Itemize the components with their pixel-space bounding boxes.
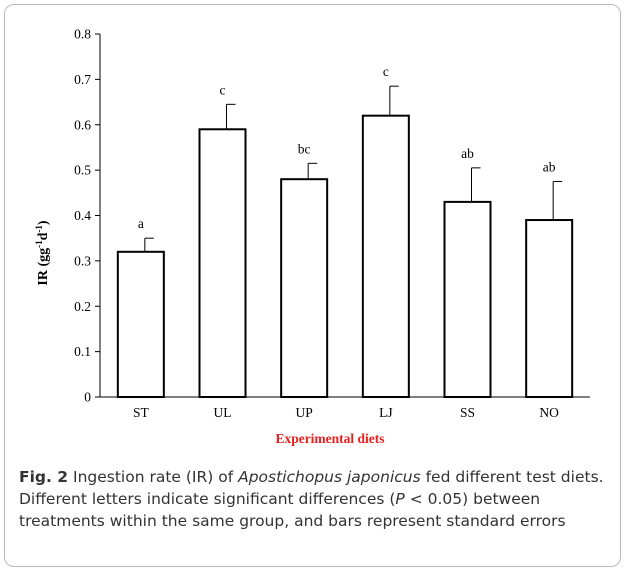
figure-caption: Fig. 2 Ingestion rate (IR) of Apostichop… — [19, 466, 609, 532]
y-axis-ticks: 0 0.1 0.2 0.3 0.4 0.5 0.6 0.7 0.8 — [74, 27, 100, 405]
y-tick-label: 0 — [84, 390, 91, 405]
bars — [116, 114, 574, 399]
significance-letter: ab — [543, 159, 556, 174]
bar-chart: 0 0.1 0.2 0.3 0.4 0.5 0.6 0.7 0.8 a c bc c ab ab ST UL… — [34, 27, 590, 446]
bar — [280, 178, 329, 398]
x-tick-label: UL — [214, 405, 232, 420]
x-tick-label: NO — [539, 405, 559, 420]
significance-letter: a — [138, 216, 144, 231]
y-tick-label: 0.7 — [74, 72, 91, 87]
x-tick-label: UP — [296, 405, 313, 420]
y-tick-label: 0.3 — [74, 253, 91, 268]
y-tick-label: 0.6 — [74, 117, 91, 132]
x-axis-ticks: ST UL UP LJ SS NO — [133, 405, 559, 420]
bar — [361, 114, 410, 399]
y-tick-label: 0.5 — [74, 163, 91, 178]
significance-letter: ab — [461, 146, 474, 161]
y-tick-label: 0.8 — [74, 27, 91, 42]
x-tick-label: ST — [133, 405, 150, 420]
p-value-symbol: P — [395, 490, 405, 508]
significance-letter: c — [220, 82, 226, 97]
caption-text: < 0.05) between treatments within the sa… — [19, 490, 566, 530]
significance-letters: a c bc c ab ab — [138, 64, 556, 231]
bar — [116, 250, 165, 398]
caption-text: fed different test diets. Different lett… — [19, 468, 604, 508]
bar — [525, 219, 574, 398]
y-tick-label: 0.2 — [74, 299, 91, 314]
y-tick-label: 0.4 — [74, 208, 91, 223]
y-tick-label: 0.1 — [74, 344, 91, 359]
error-bars — [144, 85, 563, 252]
y-axis-label: IR (gg-1d-1) — [34, 220, 51, 286]
bar — [443, 200, 492, 398]
bar — [198, 128, 247, 398]
caption-text: Ingestion rate (IR) of — [68, 468, 239, 486]
significance-letter: bc — [298, 141, 311, 156]
x-axis-label: Experimental diets — [275, 431, 384, 446]
significance-letter: c — [383, 64, 389, 79]
species-name: Apostichopus japonicus — [238, 468, 421, 486]
x-tick-label: SS — [460, 405, 475, 420]
x-tick-label: LJ — [379, 405, 393, 420]
figure-number: Fig. 2 — [19, 468, 69, 486]
